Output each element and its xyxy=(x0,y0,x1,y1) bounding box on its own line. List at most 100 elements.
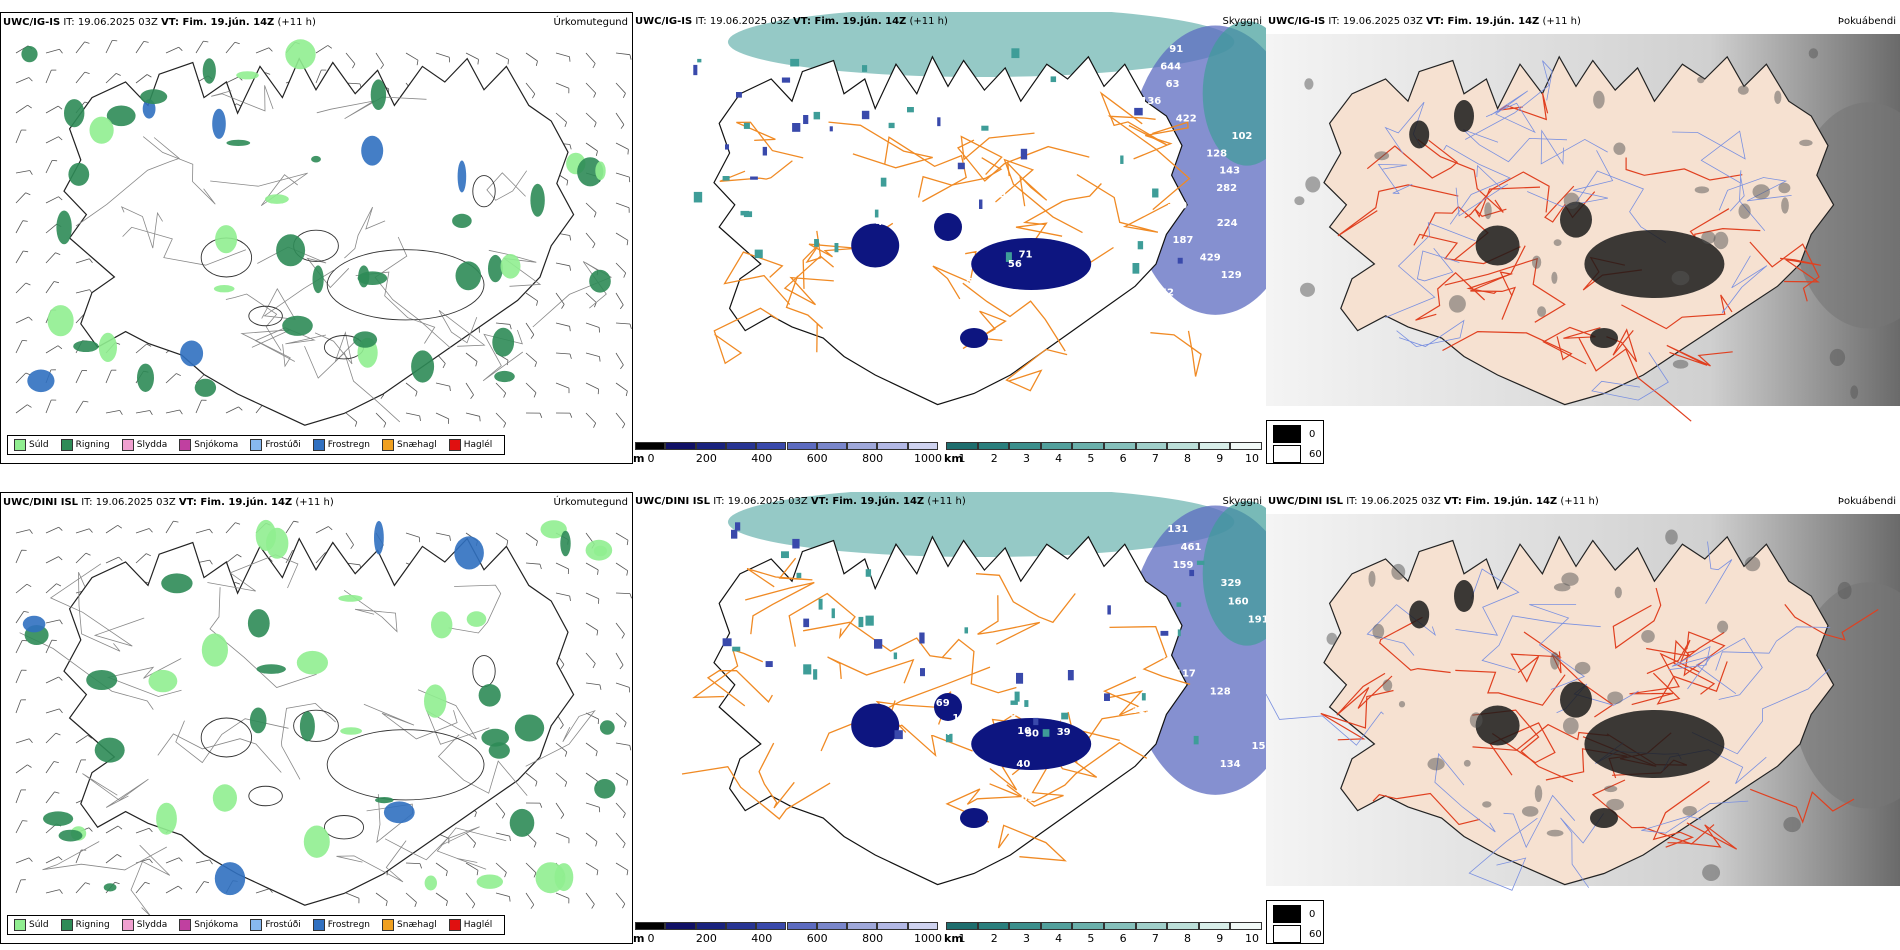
wind-barb xyxy=(585,292,597,303)
fog-area xyxy=(1475,225,1520,266)
wind-barb-flag xyxy=(445,900,448,906)
ceiling-value: 91 xyxy=(1169,44,1183,55)
precip-type-panel: UWC/IG-IS IT: 19.06.2025 03Z VT: Fim. 19… xyxy=(0,12,633,464)
fog-cell xyxy=(1553,239,1562,247)
colorbar-tick: 4 xyxy=(1055,932,1063,944)
wind-barb-flag xyxy=(26,583,32,588)
model-name: UWC/IG-IS xyxy=(1268,16,1326,27)
precip-cell xyxy=(21,46,38,63)
fog-index-panel: UWC/DINI ISL IT: 19.06.2025 03Z VT: Fim.… xyxy=(1266,492,1900,944)
wind-barb xyxy=(615,622,625,635)
legend-swatch xyxy=(60,919,73,931)
legend-label: Rigning xyxy=(75,440,110,450)
road-line xyxy=(75,137,180,227)
wind-barb xyxy=(495,52,509,60)
wind-barb-flag xyxy=(535,540,538,546)
wind-barb xyxy=(615,652,624,666)
wind-barb xyxy=(45,556,59,564)
panel-title: UWC/DINI ISL IT: 19.06.2025 03Z VT: Fim.… xyxy=(1268,496,1599,507)
fog-cell xyxy=(1783,816,1801,833)
ceiling-cell xyxy=(803,618,810,628)
fog-index-legend: 0 60 xyxy=(1266,900,1324,944)
legend-swatch xyxy=(14,919,26,931)
legend-label: Haglél xyxy=(463,440,493,450)
road-line xyxy=(1612,587,1662,649)
wind-barb-flag xyxy=(592,63,596,69)
road-line xyxy=(437,734,528,796)
wind-barb-flag xyxy=(629,54,632,60)
precip-map xyxy=(15,519,632,917)
wind-barb-flag xyxy=(597,569,599,575)
glacier-outline xyxy=(200,717,253,758)
variable-name: Þokuábendi xyxy=(1837,16,1896,27)
wind-barb xyxy=(225,41,236,54)
wind-barb-flag xyxy=(380,394,385,399)
wind-barb xyxy=(225,76,239,84)
precip-cell xyxy=(247,609,270,638)
wind-barb-flag xyxy=(504,872,507,878)
wind-barb xyxy=(525,862,537,874)
wind-barb-flag xyxy=(501,813,506,819)
legend-item: Frostúði xyxy=(250,439,301,451)
wind-barb-flag xyxy=(623,722,627,728)
legend-swatch xyxy=(121,919,134,931)
road-line xyxy=(1366,139,1459,179)
road-line xyxy=(1481,615,1601,671)
road-line xyxy=(692,648,764,699)
road-line xyxy=(736,121,804,159)
wind-barb xyxy=(555,292,565,305)
wind-barb-flag xyxy=(509,836,511,842)
precip-cell xyxy=(353,331,378,348)
wind-barb-flag xyxy=(533,842,537,848)
ceiling-cell xyxy=(1014,691,1020,702)
colorbar-segment xyxy=(786,442,817,450)
wind-barb xyxy=(405,412,420,417)
colorbar-segment xyxy=(756,442,787,450)
wind-barb-flag xyxy=(531,93,536,99)
legend-label: Súld xyxy=(29,920,49,930)
road-line xyxy=(783,255,835,306)
wind-barb-flag xyxy=(22,340,28,342)
wind-barb-flag xyxy=(471,903,476,909)
wind-barb xyxy=(495,892,510,897)
coastline xyxy=(63,57,575,426)
colorbar-segment xyxy=(847,922,878,930)
road-line xyxy=(120,206,163,249)
model-name: UWC/DINI ISL xyxy=(1268,496,1344,507)
wind-barb xyxy=(615,292,624,306)
fog-cell xyxy=(1463,759,1471,767)
ceiling-cell xyxy=(907,107,914,113)
wind-barb-flag xyxy=(178,46,183,51)
ceiling-cell xyxy=(1196,560,1205,565)
road-line xyxy=(207,554,299,592)
wind-barb-flag xyxy=(23,250,29,253)
wind-barb xyxy=(15,550,22,564)
precip-cell xyxy=(466,611,487,627)
wind-barb-flag xyxy=(626,540,629,546)
wind-barb-flag xyxy=(622,93,626,98)
colorbar-segment xyxy=(877,442,908,450)
precip-map xyxy=(15,39,632,429)
wind-barb-flag xyxy=(592,243,596,249)
wind-barb xyxy=(525,562,541,565)
ceiling-value: 129 xyxy=(1221,270,1242,281)
precip-cell xyxy=(530,183,545,217)
colorbar-tick: 3 xyxy=(1022,452,1030,464)
precip-cell xyxy=(89,116,114,144)
wind-barb xyxy=(15,669,22,684)
wind-barb-flag xyxy=(327,45,333,49)
road-line xyxy=(1379,616,1451,674)
ceiling-cell xyxy=(919,632,925,644)
ceiling-value: 102 xyxy=(1232,131,1253,142)
colorbar-segment xyxy=(946,922,978,930)
road-line xyxy=(1578,337,1692,422)
precip-cell xyxy=(68,162,90,186)
fog-cell xyxy=(1665,529,1678,545)
wind-barb xyxy=(585,562,599,571)
wind-barb xyxy=(15,764,28,774)
precip-cell xyxy=(266,527,289,559)
wind-barb-flag xyxy=(22,820,28,822)
colorbar-tick: 600 xyxy=(806,932,828,944)
ceiling-value: 128 xyxy=(1206,148,1227,159)
wind-barb xyxy=(75,734,88,744)
